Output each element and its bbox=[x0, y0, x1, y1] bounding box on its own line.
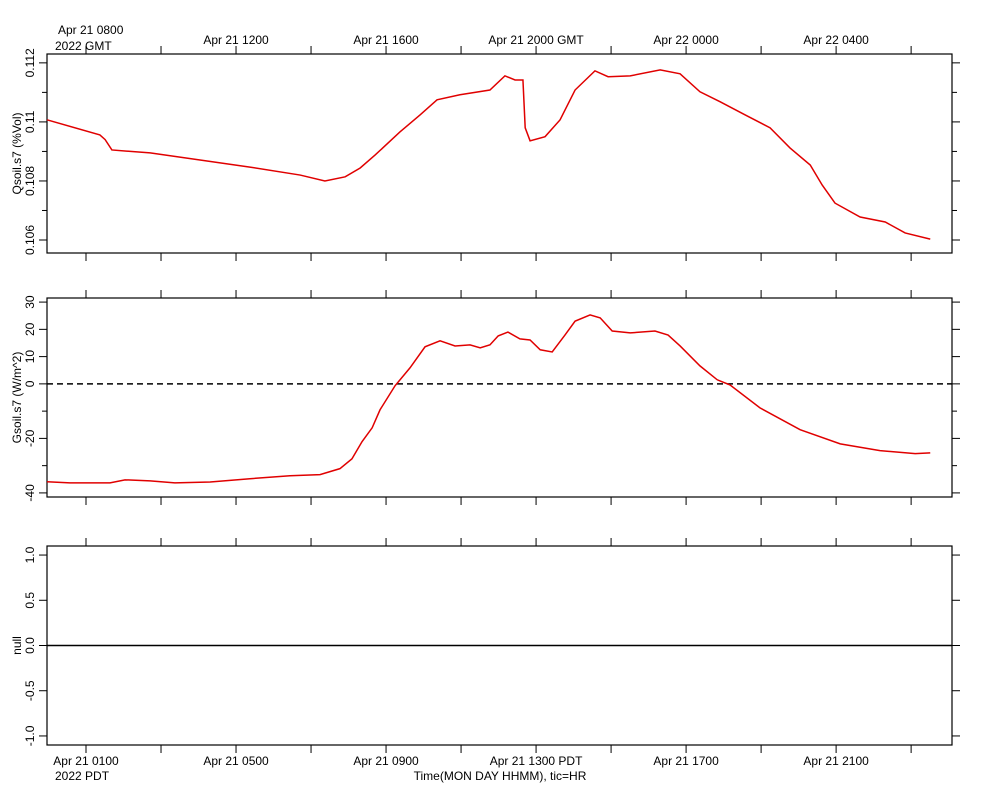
y-tick-label: 20 bbox=[23, 322, 37, 336]
gmt-tick-label: Apr 21 1200 bbox=[203, 33, 269, 47]
gmt-tick-label: Apr 21 1600 bbox=[353, 33, 419, 47]
y-tick-label: 0.5 bbox=[23, 592, 37, 609]
data-line bbox=[46, 69, 931, 240]
pdt-tick-label: Apr 21 0500 bbox=[203, 754, 269, 768]
pdt-tick-label: Apr 21 2100 bbox=[803, 754, 869, 768]
y-tick-label: 30 bbox=[23, 295, 37, 309]
pdt-tick-label: Apr 21 1700 bbox=[653, 754, 719, 768]
pdt-tick-label: Apr 21 0100 bbox=[53, 754, 119, 768]
plot-frame bbox=[46, 297, 953, 498]
y-axis-label: Gsoil.s7 (W/m^2) bbox=[10, 352, 24, 444]
y-tick-label: -1.0 bbox=[23, 725, 37, 746]
y-tick-label: 0.112 bbox=[23, 48, 37, 77]
gmt-tick-label: Apr 21 2000 GMT bbox=[488, 33, 584, 47]
gmt-tick-label: Apr 22 0000 bbox=[653, 33, 719, 47]
y-tick-label: 0.108 bbox=[23, 166, 37, 196]
gmt-year: 2022 GMT bbox=[55, 39, 112, 53]
pdt-tick-label: Apr 21 0900 bbox=[353, 754, 419, 768]
plot-frame bbox=[46, 53, 953, 254]
data-line bbox=[46, 314, 931, 484]
x-axis-label: Time(MON DAY HHMM), tic=HR bbox=[414, 769, 587, 783]
gmt-tick-label: Apr 22 0400 bbox=[803, 33, 869, 47]
y-tick-label: -20 bbox=[23, 429, 37, 447]
y-tick-label: 0 bbox=[23, 380, 37, 387]
gmt-tick-label: Apr 21 0800 bbox=[58, 23, 124, 37]
pdt-tick-label: Apr 21 1300 PDT bbox=[490, 754, 583, 768]
y-tick-label: 0.0 bbox=[23, 637, 37, 654]
y-tick-label: 0.106 bbox=[23, 225, 37, 255]
y-axis-label: Qsoil.s7 (%Vol) bbox=[10, 112, 24, 194]
y-tick-label: 0.11 bbox=[23, 110, 37, 133]
y-tick-label: 10 bbox=[23, 350, 37, 364]
pdt-year: 2022 PDT bbox=[55, 769, 110, 783]
y-tick-label: 1.0 bbox=[23, 546, 37, 563]
y-tick-label: -40 bbox=[23, 484, 37, 502]
y-tick-label: -0.5 bbox=[23, 680, 37, 701]
y-axis-label: null bbox=[10, 636, 24, 655]
